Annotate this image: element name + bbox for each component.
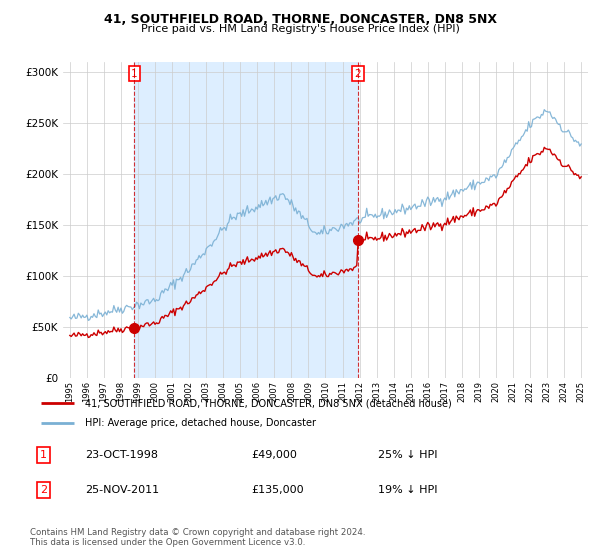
Bar [134, 62, 358, 378]
Text: £49,000: £49,000 [251, 450, 296, 460]
Text: Price paid vs. HM Land Registry's House Price Index (HPI): Price paid vs. HM Land Registry's House … [140, 24, 460, 34]
Text: Contains HM Land Registry data © Crown copyright and database right 2024.
This d: Contains HM Land Registry data © Crown c… [30, 528, 365, 547]
Text: 25-NOV-2011: 25-NOV-2011 [85, 485, 160, 495]
Text: 23-OCT-1998: 23-OCT-1998 [85, 450, 158, 460]
Text: £135,000: £135,000 [251, 485, 304, 495]
Text: 1: 1 [40, 450, 47, 460]
Text: HPI: Average price, detached house, Doncaster: HPI: Average price, detached house, Donc… [85, 418, 316, 428]
Text: 41, SOUTHFIELD ROAD, THORNE, DONCASTER, DN8 5NX: 41, SOUTHFIELD ROAD, THORNE, DONCASTER, … [104, 13, 497, 26]
Text: 25% ↓ HPI: 25% ↓ HPI [378, 450, 437, 460]
Text: 19% ↓ HPI: 19% ↓ HPI [378, 485, 437, 495]
Text: 2: 2 [355, 69, 361, 79]
Text: 41, SOUTHFIELD ROAD, THORNE, DONCASTER, DN8 5NX (detached house): 41, SOUTHFIELD ROAD, THORNE, DONCASTER, … [85, 398, 452, 408]
Text: 2: 2 [40, 485, 47, 495]
Text: 1: 1 [131, 69, 138, 79]
